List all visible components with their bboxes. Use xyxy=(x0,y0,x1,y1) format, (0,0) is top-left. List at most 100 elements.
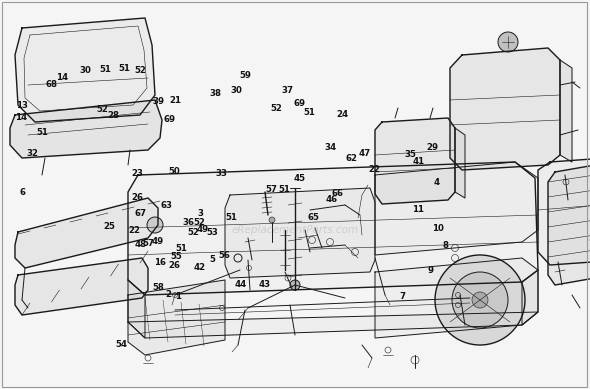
Text: 14: 14 xyxy=(15,113,27,122)
Circle shape xyxy=(147,217,163,233)
Text: 13: 13 xyxy=(17,101,28,110)
Polygon shape xyxy=(128,280,145,338)
Text: 51: 51 xyxy=(37,128,48,137)
Text: 26: 26 xyxy=(168,261,180,270)
Text: 69: 69 xyxy=(294,98,306,108)
Text: 67: 67 xyxy=(135,209,146,218)
Text: 53: 53 xyxy=(206,228,218,237)
Text: 9: 9 xyxy=(428,266,434,275)
Text: 45: 45 xyxy=(294,174,306,184)
Polygon shape xyxy=(375,162,538,255)
Text: 21: 21 xyxy=(170,96,182,105)
Circle shape xyxy=(452,272,508,328)
Text: 68: 68 xyxy=(45,80,57,89)
Text: 22: 22 xyxy=(369,165,381,174)
Text: 24: 24 xyxy=(336,110,348,119)
Text: 51: 51 xyxy=(99,65,111,74)
Text: 25: 25 xyxy=(103,222,115,231)
Polygon shape xyxy=(522,270,538,325)
Text: 1: 1 xyxy=(175,292,181,301)
Polygon shape xyxy=(10,100,162,158)
Text: 36: 36 xyxy=(183,218,195,227)
Text: 55: 55 xyxy=(170,252,182,261)
Text: 6: 6 xyxy=(19,188,25,197)
Polygon shape xyxy=(15,18,155,122)
Polygon shape xyxy=(375,118,455,204)
Text: 52: 52 xyxy=(188,228,199,237)
Text: 23: 23 xyxy=(131,168,143,178)
Polygon shape xyxy=(450,48,560,170)
Text: 34: 34 xyxy=(324,142,336,152)
Text: 52: 52 xyxy=(96,105,108,114)
Text: 58: 58 xyxy=(152,282,164,292)
Text: eReplacementParts.com: eReplacementParts.com xyxy=(231,225,359,235)
Text: 29: 29 xyxy=(426,142,438,152)
Circle shape xyxy=(269,217,275,223)
Text: 16: 16 xyxy=(155,258,166,267)
Text: 51: 51 xyxy=(176,244,188,253)
Text: 57: 57 xyxy=(266,185,277,194)
Text: 46: 46 xyxy=(326,194,337,204)
Text: 51: 51 xyxy=(118,64,130,73)
Text: 49: 49 xyxy=(197,225,209,234)
Text: 63: 63 xyxy=(160,201,172,210)
Text: 52: 52 xyxy=(270,103,282,113)
Text: 30: 30 xyxy=(80,66,91,75)
Text: 38: 38 xyxy=(210,89,222,98)
Text: 33: 33 xyxy=(215,168,227,178)
Text: 65: 65 xyxy=(308,212,320,222)
Text: 48: 48 xyxy=(135,240,146,249)
Text: 26: 26 xyxy=(131,193,143,202)
Text: 52: 52 xyxy=(194,218,205,227)
Polygon shape xyxy=(15,258,148,315)
Text: 62: 62 xyxy=(345,154,357,163)
Text: 59: 59 xyxy=(239,71,251,81)
Polygon shape xyxy=(455,128,465,198)
Text: 69: 69 xyxy=(164,115,176,124)
Text: 52: 52 xyxy=(135,65,146,75)
Text: 22: 22 xyxy=(129,226,140,235)
Text: 54: 54 xyxy=(115,340,127,349)
Text: 66: 66 xyxy=(332,189,343,198)
Text: 51: 51 xyxy=(304,107,316,117)
Text: 2: 2 xyxy=(165,290,171,300)
Text: 56: 56 xyxy=(218,251,230,261)
Text: 5: 5 xyxy=(209,255,215,265)
Polygon shape xyxy=(560,60,572,162)
Text: 37: 37 xyxy=(282,86,294,95)
Polygon shape xyxy=(128,280,225,355)
Text: 4: 4 xyxy=(434,177,440,187)
Text: 43: 43 xyxy=(258,280,270,289)
Polygon shape xyxy=(375,258,538,338)
Polygon shape xyxy=(128,312,538,338)
Text: 35: 35 xyxy=(404,150,416,159)
Text: 28: 28 xyxy=(107,111,119,121)
Polygon shape xyxy=(225,188,375,278)
Text: 51: 51 xyxy=(225,212,237,222)
Text: 41: 41 xyxy=(413,157,425,166)
Text: 39: 39 xyxy=(152,96,164,106)
Text: 10: 10 xyxy=(432,224,444,233)
Text: 30: 30 xyxy=(230,86,242,95)
Text: 32: 32 xyxy=(27,149,38,158)
Text: 44: 44 xyxy=(235,280,247,289)
Polygon shape xyxy=(15,198,158,268)
Text: 50: 50 xyxy=(168,167,180,177)
Text: 51: 51 xyxy=(278,184,290,194)
Text: 57: 57 xyxy=(143,238,155,248)
Text: 14: 14 xyxy=(56,73,68,82)
Text: 3: 3 xyxy=(198,209,204,218)
Circle shape xyxy=(435,255,525,345)
Text: 7: 7 xyxy=(399,292,405,301)
Circle shape xyxy=(498,32,518,52)
Text: 42: 42 xyxy=(194,263,205,272)
Polygon shape xyxy=(128,162,538,295)
Polygon shape xyxy=(538,155,590,265)
Text: 49: 49 xyxy=(152,237,164,246)
Text: 11: 11 xyxy=(412,205,424,214)
Text: 8: 8 xyxy=(442,241,448,251)
Circle shape xyxy=(290,280,300,290)
Circle shape xyxy=(472,292,488,308)
Text: 47: 47 xyxy=(359,149,371,158)
Polygon shape xyxy=(548,165,590,285)
